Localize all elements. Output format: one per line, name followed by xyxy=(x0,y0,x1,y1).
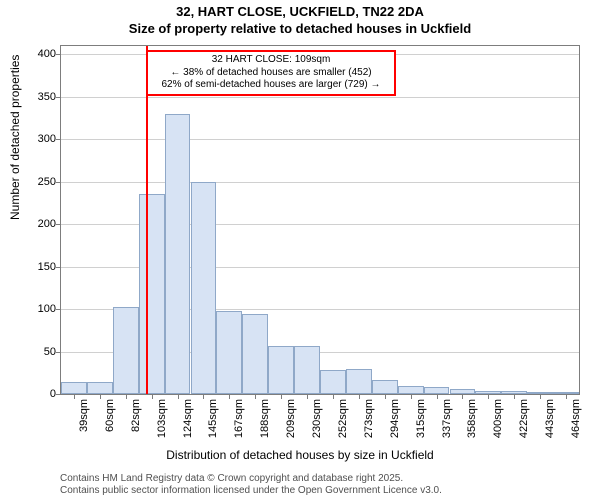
histogram-bar xyxy=(165,114,191,394)
x-tick-label: 103sqm xyxy=(156,399,168,449)
x-tick-mark xyxy=(307,395,308,399)
x-tick-mark xyxy=(488,395,489,399)
y-tick-label: 250 xyxy=(16,176,56,188)
y-tick-label: 300 xyxy=(16,133,56,145)
chart-title-line2: Size of property relative to detached ho… xyxy=(0,21,600,36)
x-tick-label: 230sqm xyxy=(311,399,323,449)
y-tick-label: 400 xyxy=(16,48,56,60)
x-tick-label: 315sqm xyxy=(415,399,427,449)
x-tick-mark xyxy=(74,395,75,399)
x-tick-mark xyxy=(540,395,541,399)
y-tick-label: 50 xyxy=(16,346,56,358)
x-tick-label: 337sqm xyxy=(441,399,453,449)
x-tick-label: 422sqm xyxy=(518,399,530,449)
x-axis-title: Distribution of detached houses by size … xyxy=(0,448,600,462)
histogram-bar xyxy=(294,346,320,394)
x-tick-mark xyxy=(437,395,438,399)
footer-line1: Contains HM Land Registry data © Crown c… xyxy=(60,473,442,485)
bars-layer xyxy=(61,46,579,394)
histogram-bar xyxy=(113,307,139,394)
x-tick-label: 167sqm xyxy=(233,399,245,449)
histogram-bar xyxy=(346,369,372,394)
x-tick-label: 209sqm xyxy=(285,399,297,449)
x-tick-label: 273sqm xyxy=(363,399,375,449)
histogram-bar xyxy=(268,346,294,394)
x-tick-label: 82sqm xyxy=(130,399,142,449)
y-tick-label: 200 xyxy=(16,218,56,230)
property-marker-line xyxy=(146,46,148,394)
histogram-bar xyxy=(372,380,398,394)
x-tick-label: 124sqm xyxy=(182,399,194,449)
histogram-bar xyxy=(87,382,113,394)
x-tick-label: 400sqm xyxy=(492,399,504,449)
x-tick-mark xyxy=(178,395,179,399)
footer-line2: Contains public sector information licen… xyxy=(60,485,442,497)
histogram-bar xyxy=(320,370,346,394)
x-tick-mark xyxy=(462,395,463,399)
histogram-bar xyxy=(139,194,165,394)
y-tick-label: 100 xyxy=(16,303,56,315)
x-tick-mark xyxy=(411,395,412,399)
callout-line: 62% of semi-detached houses are larger (… xyxy=(154,79,388,92)
x-tick-label: 252sqm xyxy=(337,399,349,449)
x-tick-mark xyxy=(333,395,334,399)
histogram-bar xyxy=(450,389,476,394)
x-tick-label: 39sqm xyxy=(78,399,90,449)
footer: Contains HM Land Registry data © Crown c… xyxy=(60,473,442,497)
y-tick-label: 0 xyxy=(16,388,56,400)
y-tick-label: 350 xyxy=(16,91,56,103)
histogram-bar xyxy=(191,182,217,394)
callout-line: ← 38% of detached houses are smaller (45… xyxy=(154,67,388,80)
y-tick-label: 150 xyxy=(16,261,56,273)
plot-area: 32 HART CLOSE: 109sqm← 38% of detached h… xyxy=(60,45,580,395)
x-tick-mark xyxy=(255,395,256,399)
x-tick-label: 443sqm xyxy=(544,399,556,449)
x-tick-mark xyxy=(229,395,230,399)
x-tick-mark xyxy=(566,395,567,399)
histogram-bar xyxy=(527,392,553,394)
x-tick-mark xyxy=(152,395,153,399)
x-tick-mark xyxy=(514,395,515,399)
x-tick-mark xyxy=(126,395,127,399)
histogram-bar xyxy=(242,314,268,394)
x-tick-label: 145sqm xyxy=(207,399,219,449)
histogram-bar xyxy=(398,386,424,394)
x-tick-label: 358sqm xyxy=(466,399,478,449)
histogram-bar xyxy=(501,391,527,394)
histogram-bar xyxy=(424,387,450,394)
callout-box: 32 HART CLOSE: 109sqm← 38% of detached h… xyxy=(146,50,396,96)
histogram-bar xyxy=(216,311,242,394)
x-tick-mark xyxy=(359,395,360,399)
x-tick-label: 188sqm xyxy=(259,399,271,449)
chart-title-line1: 32, HART CLOSE, UCKFIELD, TN22 2DA xyxy=(0,4,600,19)
x-tick-label: 60sqm xyxy=(104,399,116,449)
chart-container: 32, HART CLOSE, UCKFIELD, TN22 2DA Size … xyxy=(0,0,600,500)
x-tick-mark xyxy=(385,395,386,399)
histogram-bar xyxy=(61,382,87,394)
callout-line: 32 HART CLOSE: 109sqm xyxy=(154,54,388,67)
x-tick-mark xyxy=(281,395,282,399)
histogram-bar xyxy=(553,392,579,394)
x-tick-mark xyxy=(203,395,204,399)
histogram-bar xyxy=(475,391,501,394)
x-tick-label: 464sqm xyxy=(570,399,582,449)
x-tick-mark xyxy=(100,395,101,399)
x-tick-label: 294sqm xyxy=(389,399,401,449)
